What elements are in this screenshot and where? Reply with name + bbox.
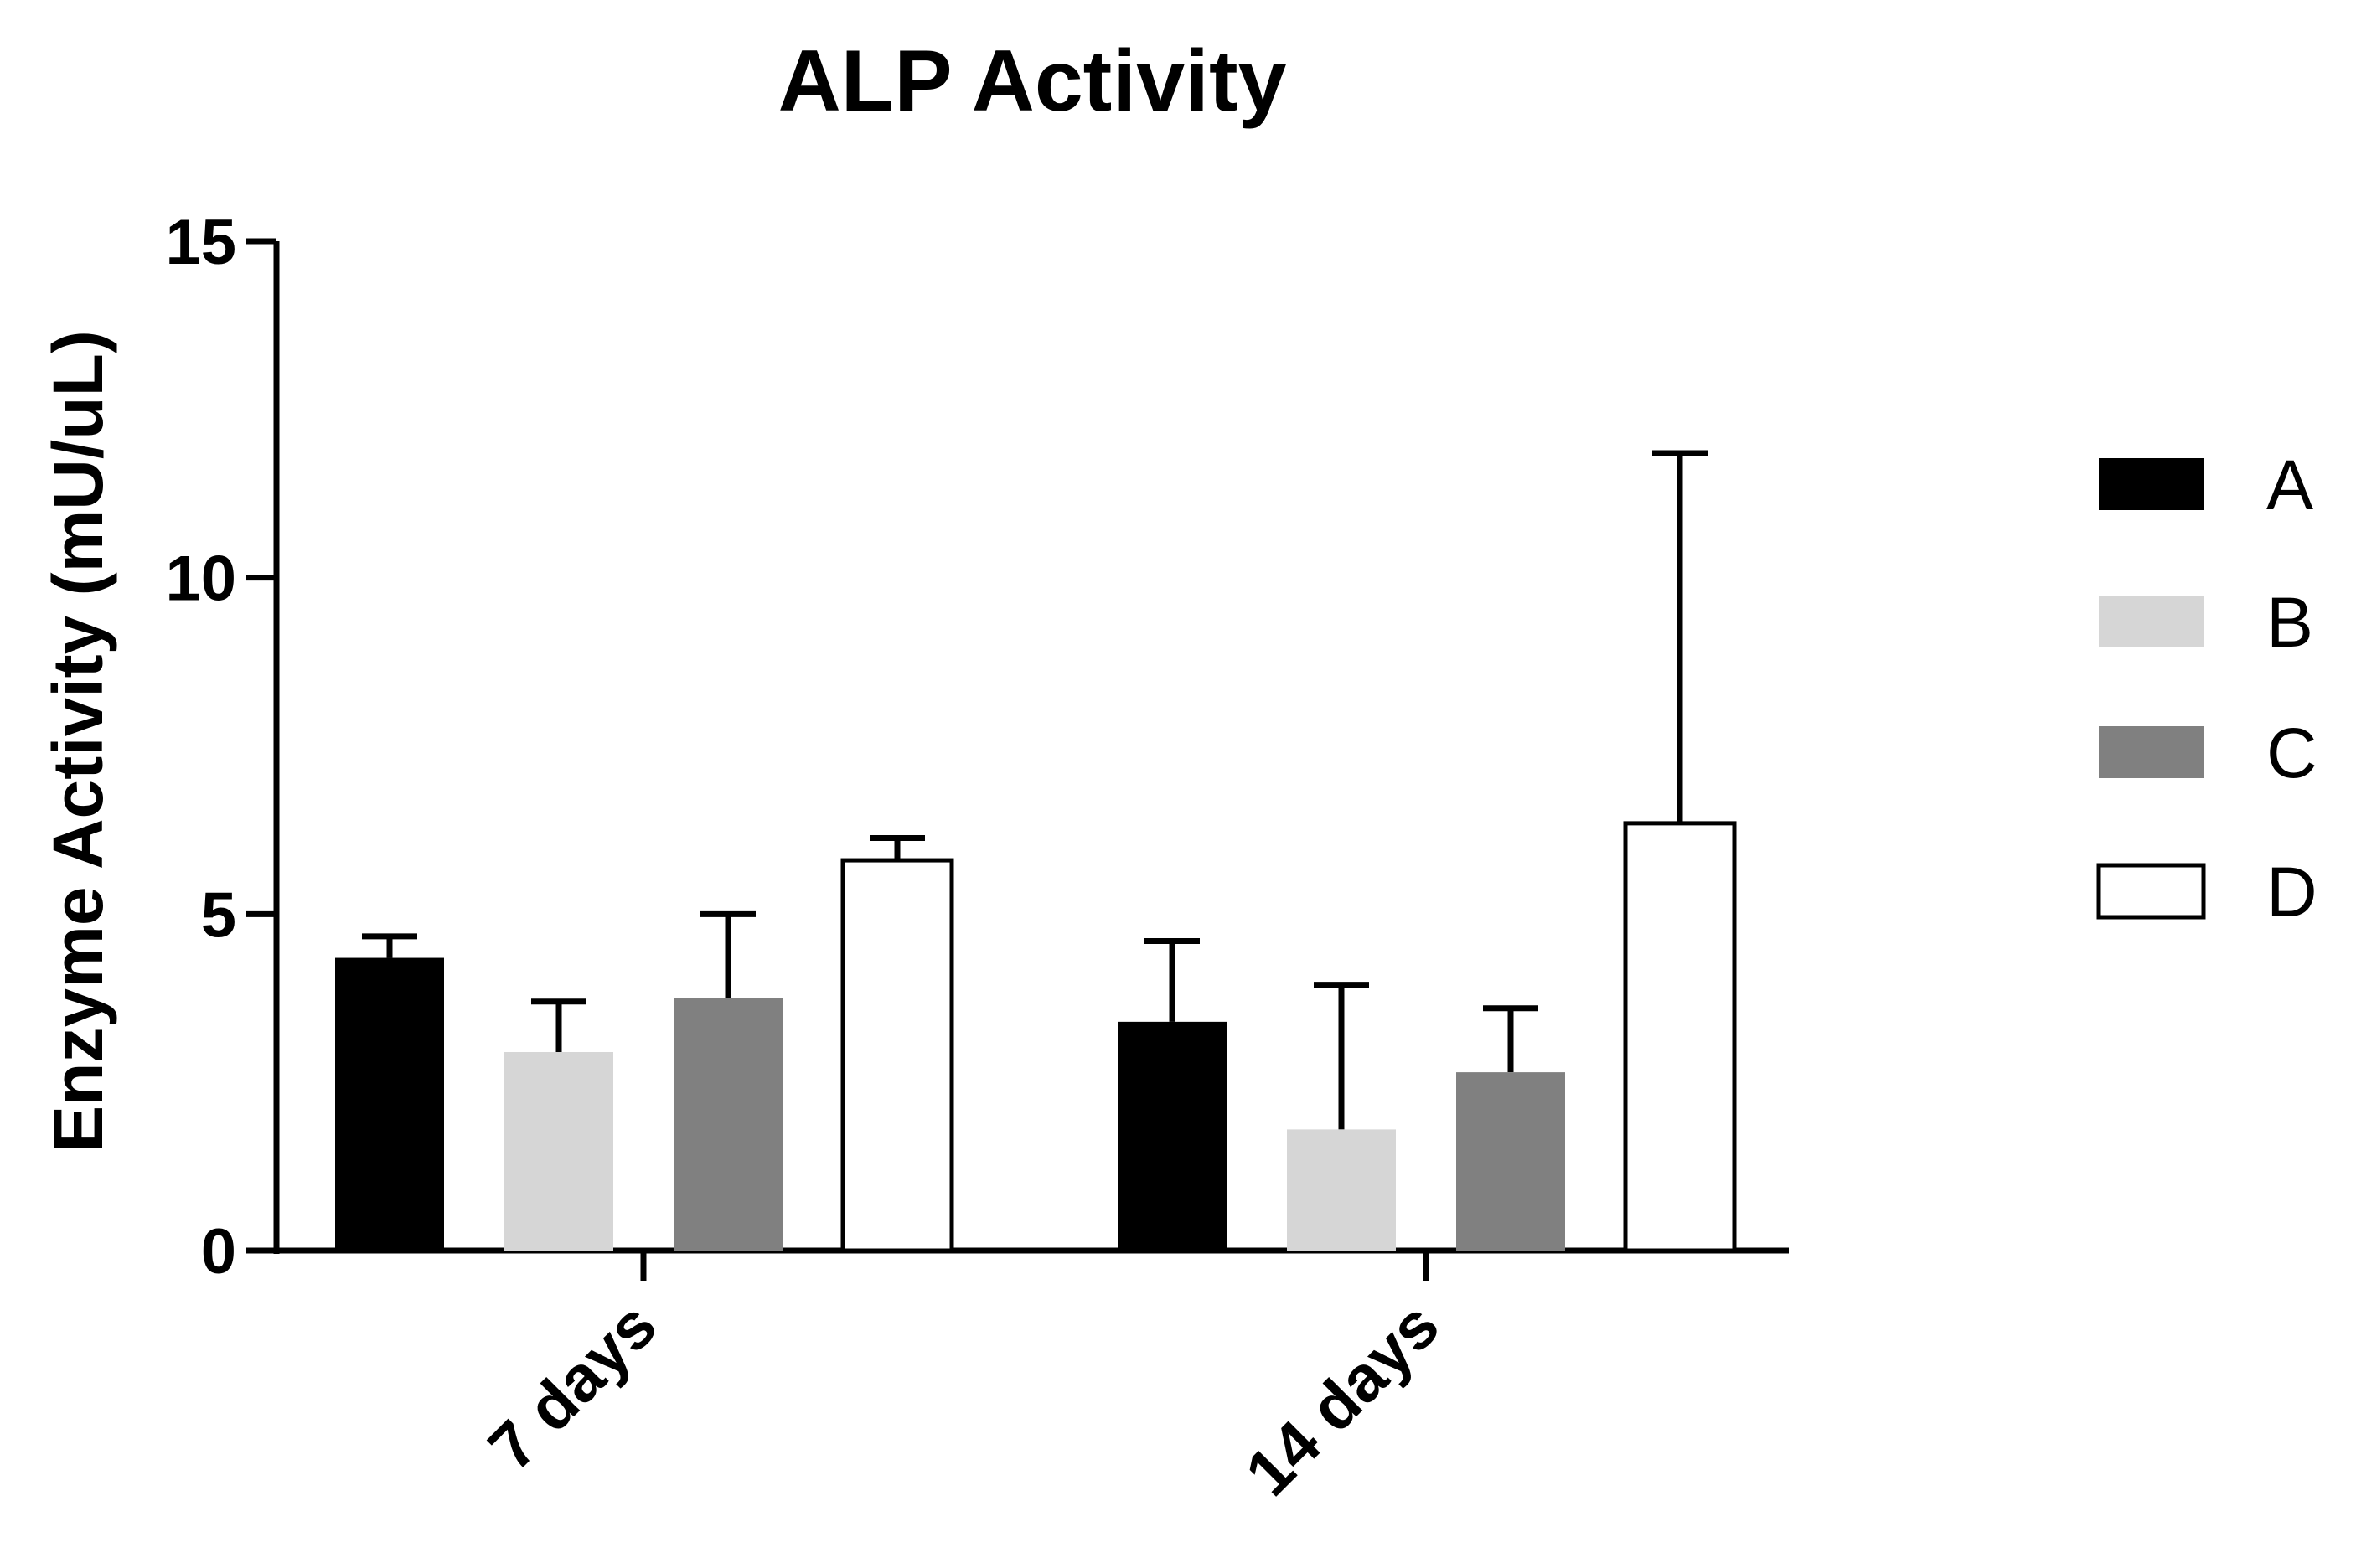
bar-a-group2	[1118, 1021, 1227, 1251]
y-tick-label: 15	[165, 207, 236, 278]
category-label: 7 days	[474, 1288, 670, 1484]
bar-b-group1	[504, 1052, 613, 1251]
y-tick-label: 5	[201, 879, 236, 951]
legend-swatch-b	[2099, 596, 2204, 647]
legend-swatch-a	[2099, 458, 2204, 510]
bar-c-group1	[674, 998, 783, 1251]
bar-b-group2	[1287, 1129, 1396, 1251]
bar-d-group1	[840, 858, 954, 1253]
y-axis-label: Enzyme Activity (mU/uL)	[39, 330, 117, 1153]
legend-label-d: D	[2266, 853, 2317, 931]
chart-title: ALP Activity	[778, 33, 1287, 130]
legend-swatch-c	[2099, 726, 2204, 778]
plot-area: 0 5 10 15 7 days 14 days	[165, 207, 1789, 1509]
legend-label-a: A	[2266, 446, 2313, 524]
legend-swatch-d	[2096, 863, 2206, 920]
category-label: 14 days	[1231, 1288, 1453, 1510]
bar-d-group2	[1623, 821, 1737, 1253]
y-tick-label: 0	[201, 1216, 236, 1287]
bar-c-group2	[1456, 1072, 1565, 1251]
y-tick-label: 10	[165, 544, 236, 615]
bar-a-group1	[335, 957, 444, 1251]
legend-label-b: B	[2266, 583, 2313, 662]
legend-label-c: C	[2266, 714, 2317, 792]
